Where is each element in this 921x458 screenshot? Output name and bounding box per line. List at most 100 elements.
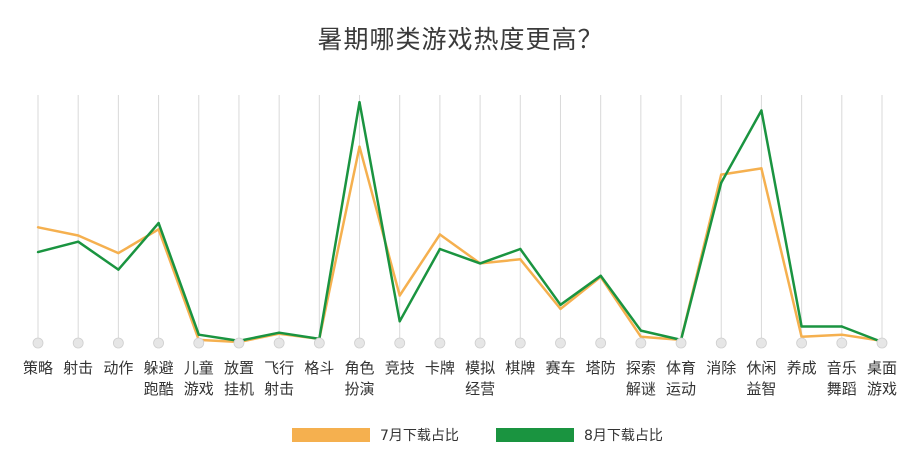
data-point [720, 173, 723, 176]
data-point [559, 303, 562, 306]
data-point [800, 335, 803, 338]
data-point [519, 247, 522, 251]
axis-marker [394, 337, 406, 349]
legend-item-august: 8月下载占比 [496, 425, 663, 445]
category-label: 赛车 [545, 359, 575, 377]
legend-label-august: 8月下载占比 [584, 428, 663, 444]
category-label: 塔防 [586, 359, 616, 377]
axis-marker [796, 337, 808, 349]
data-point [117, 268, 120, 271]
axis-marker [635, 337, 647, 349]
data-point [760, 167, 763, 170]
series-lines [36, 100, 884, 344]
category-label: 音乐 [827, 359, 857, 377]
legend: 7月下载占比 8月下载占比 [0, 425, 921, 445]
data-point [639, 329, 643, 332]
axis-marker [313, 337, 325, 349]
data-point [358, 101, 361, 104]
category-label: 放置 [224, 359, 254, 377]
data-point [76, 234, 80, 237]
axis-marker [595, 337, 607, 349]
data-point [438, 247, 442, 251]
axis-marker [876, 337, 888, 349]
data-point [117, 251, 120, 255]
category-label: 躲避 [144, 359, 174, 377]
data-point [398, 320, 401, 323]
axis-marker [354, 337, 365, 349]
data-point [639, 335, 643, 338]
axis-marker [72, 337, 84, 349]
data-point [36, 226, 40, 229]
category-label: 游戏 [867, 380, 897, 398]
data-point [358, 145, 361, 148]
data-point [36, 250, 40, 254]
axis-marker [555, 337, 566, 349]
x-axis-markers [32, 337, 888, 349]
data-point [800, 325, 803, 328]
chart-title: 暑期哪类游戏热度更高？ [317, 25, 604, 54]
data-point [599, 274, 602, 278]
category-label: 策略 [23, 359, 53, 377]
category-label: 角色 [345, 359, 375, 377]
data-point [720, 181, 723, 185]
data-point [478, 262, 482, 265]
axis-marker [756, 337, 767, 349]
legend-label-july: 7月下载占比 [380, 428, 459, 444]
category-label: 模拟 [465, 359, 495, 377]
category-label: 卡牌 [425, 359, 455, 377]
data-point [438, 233, 442, 236]
category-label: 扮演 [345, 380, 375, 398]
series-line-july [37, 145, 883, 344]
data-point [840, 333, 844, 336]
data-point [559, 307, 562, 311]
axis-marker [233, 337, 245, 349]
axis-marker [193, 337, 205, 349]
axis-marker [273, 337, 285, 349]
category-label: 运动 [666, 380, 696, 398]
legend-item-july: 7月下载占比 [292, 425, 459, 445]
data-point [197, 333, 200, 336]
axis-marker [675, 337, 687, 349]
axis-marker [474, 337, 486, 349]
category-label: 解谜 [626, 380, 656, 398]
category-label: 儿童 [184, 359, 214, 377]
category-label: 体育 [666, 359, 696, 377]
data-point [398, 294, 401, 297]
category-label: 竞技 [385, 359, 415, 377]
category-label: 休闲 [746, 359, 776, 377]
data-point [840, 325, 844, 328]
axis-marker [514, 337, 526, 349]
legend-swatch-august [496, 428, 574, 442]
category-label: 养成 [787, 359, 817, 377]
category-label: 探索 [626, 359, 656, 377]
legend-swatch-july [292, 428, 370, 442]
axis-marker [112, 337, 124, 349]
axis-marker [836, 337, 848, 349]
data-point [157, 228, 160, 231]
category-label: 挂机 [224, 380, 254, 398]
category-label: 飞行 [264, 359, 294, 377]
category-label: 跑酷 [144, 380, 174, 398]
category-label: 益智 [746, 380, 776, 398]
category-label: 射击 [63, 359, 93, 377]
axis-marker [715, 337, 727, 349]
data-point [760, 109, 763, 112]
axis-marker [32, 337, 44, 349]
data-point [277, 331, 281, 334]
category-label: 格斗 [304, 359, 334, 377]
grid-lines [37, 95, 883, 343]
series-line-august [37, 100, 883, 344]
data-point [157, 221, 160, 225]
category-label: 桌面 [867, 359, 897, 377]
category-label: 棋牌 [505, 359, 535, 377]
category-label: 经营 [465, 380, 495, 398]
axis-marker [434, 337, 446, 349]
category-label: 舞蹈 [827, 380, 857, 398]
axis-marker [153, 337, 164, 349]
category-label: 射击 [264, 380, 294, 398]
category-label: 消除 [706, 359, 736, 377]
category-label: 动作 [103, 359, 133, 377]
category-label: 游戏 [184, 380, 214, 398]
